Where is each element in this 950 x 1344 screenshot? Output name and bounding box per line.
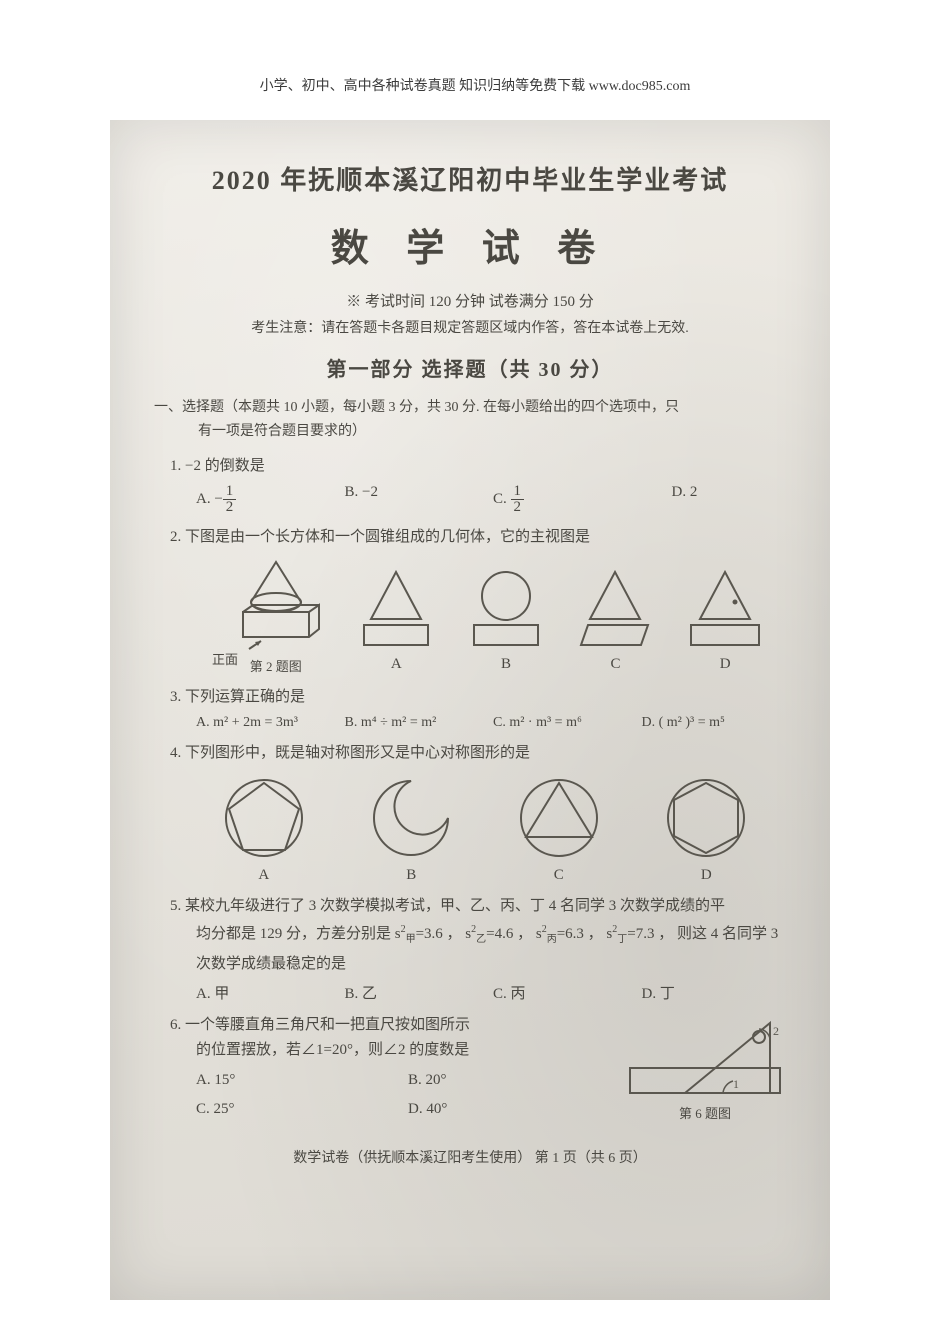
section1-instruction-l1: 一、选择题（本题共 10 小题，每小题 3 分，共 30 分. 在每小题给出的四…: [150, 396, 790, 420]
q6-opt-c: C. 25°: [196, 1097, 408, 1123]
part1-heading: 第一部分 选择题（共 30 分）: [150, 353, 790, 382]
q5-opt-b: B. 乙: [345, 982, 494, 1003]
q1-opt-c: C. 12: [493, 484, 642, 515]
q5-sub1: 甲: [406, 934, 416, 945]
q2-figures: [150, 557, 790, 652]
angle1-label: 1: [733, 1077, 739, 1091]
triangle-in-circle-icon: [514, 773, 604, 863]
q5-l2a: 均分都是 129 分，方差分别是 s: [196, 926, 401, 942]
q6-opt-b: B. 20°: [408, 1068, 620, 1094]
angle2-label: 2: [773, 1024, 779, 1038]
q2-label-a: A: [342, 656, 452, 675]
q6-caption: 第 6 题图: [620, 1103, 790, 1122]
q3-opt-a: A. m² + 2m = 3m³: [196, 715, 345, 731]
q2-opt-b-fig: [451, 567, 561, 652]
q6-figure: 1 2 第 6 题图: [620, 1013, 790, 1123]
triangle-on-parallelogram-icon: [573, 567, 658, 652]
q1-c-prefix: C.: [493, 491, 511, 507]
q4-opt-b-fig: [338, 773, 486, 863]
q1-c-den: 2: [511, 500, 525, 515]
q2-solid: [210, 557, 342, 652]
section1-instruction-l2: 有一项是符合题目要求的）: [150, 420, 790, 444]
q1-a-den: 2: [223, 500, 237, 515]
q6-opt-d: D. 40°: [408, 1097, 620, 1123]
ruler-setsquare-icon: 1 2: [625, 1013, 785, 1103]
q4-opt-c-fig: [485, 773, 633, 863]
subject-title: 数 学 试 卷: [150, 217, 790, 272]
q3-options: A. m² + 2m = 3m³ B. m⁴ ÷ m² = m² C. m² ·…: [150, 715, 790, 731]
exam-paper: 2020 年抚顺本溪辽阳初中毕业生学业考试 数 学 试 卷 ※ 考试时间 120…: [110, 120, 830, 1300]
q4-opt-a-fig: [190, 773, 338, 863]
q5-opt-c: C. 丙: [493, 982, 642, 1003]
q3-text: 3. 下列运算正确的是: [150, 685, 790, 709]
q2-opt-a-fig: [342, 567, 452, 652]
q6-block: 6. 一个等腰直角三角尺和一把直尺按如图所示 的位置摆放，若∠1=20°，则∠2…: [150, 1013, 790, 1123]
q2-opt-d-fig: [670, 567, 780, 652]
q4-labels: A B C D: [150, 863, 790, 884]
q1-opt-b: B. −2: [345, 484, 494, 515]
q2-text: 2. 下图是由一个长方体和一个圆锥组成的几何体，它的主视图是: [150, 525, 790, 549]
q5-line2: 均分都是 129 分，方差分别是 s2甲=3.6 ， s2乙=4.6 ， s2丙…: [150, 922, 790, 948]
q4-label-a: A: [190, 867, 338, 884]
q5-sub4: 丁: [617, 934, 627, 945]
q5-sub3: 丙: [547, 934, 557, 945]
q1-text: 1. −2 的倒数是: [150, 454, 790, 478]
page-footer: 数学试卷（供抚顺本溪辽阳考生使用） 第 1 页（共 6 页）: [150, 1147, 790, 1167]
q5-line3: 次数学成绩最稳定的是: [150, 952, 790, 976]
q2-opt-c-fig: [561, 567, 671, 652]
q4-label-b: B: [338, 867, 486, 884]
notice: 考生注意：请在答题卡各题目规定答题区域内作答，答在本试卷上无效.: [150, 317, 790, 337]
q1-options: A. −12 B. −2 C. 12 D. 2: [150, 484, 790, 515]
q2-label-d: D: [670, 656, 780, 675]
q6-line2: 的位置摆放，若∠1=20°，则∠2 的度数是: [170, 1038, 620, 1064]
q1-opt-d: D. 2: [672, 484, 821, 515]
exam-title: 2020 年抚顺本溪辽阳初中毕业生学业考试: [150, 160, 790, 197]
q2-label-c: C: [561, 656, 671, 675]
q6-line1: 6. 一个等腰直角三角尺和一把直尺按如图所示: [170, 1013, 620, 1039]
q4-figures: [150, 773, 790, 863]
q5-line1: 5. 某校九年级进行了 3 次数学模拟考试，甲、乙、丙、丁 4 名同学 3 次数…: [150, 894, 790, 918]
triangle-on-rect-icon: [356, 567, 436, 652]
q5-opt-a: A. 甲: [196, 982, 345, 1003]
q1-a-prefix: A. −: [196, 491, 223, 507]
q5-sub2: 乙: [476, 934, 486, 945]
pentagon-in-circle-icon: [219, 773, 309, 863]
q1-a-num: 1: [223, 484, 237, 500]
q5-opt-d: D. 丁: [642, 982, 791, 1003]
q4-label-c: C: [485, 867, 633, 884]
q1-c-num: 1: [511, 484, 525, 500]
q4-text: 4. 下列图形中，既是轴对称图形又是中心对称图形的是: [150, 741, 790, 765]
source-header: 小学、初中、高中各种试卷真题 知识归纳等免费下载 www.doc985.com: [0, 0, 950, 95]
triangle-dot-on-rect-icon: [683, 567, 768, 652]
q2-labels: 第 2 题图 A B C D: [150, 652, 790, 675]
q5-l2b: =3.6 ， s: [416, 926, 472, 942]
q5-l2e: =7.3 ， 则这 4 名同学 3: [627, 926, 778, 942]
hexagon-in-circle-icon: [661, 773, 751, 863]
q3-opt-d: D. ( m² )³ = m⁵: [642, 715, 791, 731]
q5-l2d: =6.3 ， s: [557, 926, 613, 942]
q3-opt-b: B. m⁴ ÷ m² = m²: [345, 715, 494, 731]
q2-solid-icon: [231, 557, 321, 652]
q2-front-label: 正面: [212, 649, 238, 668]
q6-text: 6. 一个等腰直角三角尺和一把直尺按如图所示 的位置摆放，若∠1=20°，则∠2…: [150, 1013, 620, 1123]
q4-label-d: D: [633, 867, 781, 884]
q5-l2c: =4.6 ， s: [486, 926, 542, 942]
q5-options: A. 甲 B. 乙 C. 丙 D. 丁: [150, 982, 790, 1003]
q1-opt-a: A. −12: [196, 484, 345, 515]
q2-label-b: B: [451, 656, 561, 675]
q4-opt-d-fig: [633, 773, 781, 863]
crescent-icon: [366, 773, 456, 863]
circle-on-rect-icon: [466, 567, 546, 652]
q3-opt-c: C. m² · m³ = m⁶: [493, 715, 642, 731]
q6-opt-a: A. 15°: [196, 1068, 408, 1094]
time-info: ※ 考试时间 120 分钟 试卷满分 150 分: [150, 290, 790, 311]
